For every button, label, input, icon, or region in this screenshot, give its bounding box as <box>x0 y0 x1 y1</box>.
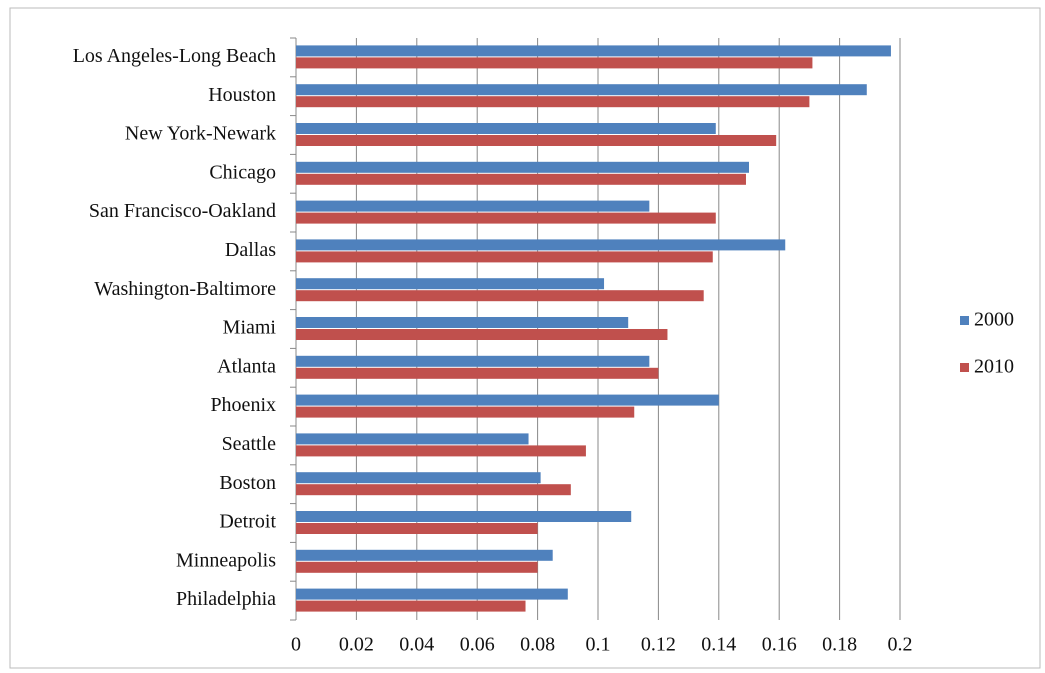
legend-swatch <box>960 363 969 372</box>
bar <box>296 406 635 418</box>
bar <box>296 394 719 406</box>
y-tick-label: Boston <box>219 472 276 494</box>
y-tick-label: Chicago <box>209 161 276 183</box>
bar <box>296 290 704 302</box>
x-tick-label: 0.12 <box>641 634 676 656</box>
y-tick-label: Houston <box>208 84 276 106</box>
bar <box>296 173 746 185</box>
bar <box>296 278 605 290</box>
y-tick-label: Detroit <box>219 511 276 533</box>
bar <box>296 239 786 251</box>
y-tick-label: Miami <box>223 317 277 339</box>
legend-label: 2010 <box>974 356 1014 378</box>
bar <box>296 84 867 96</box>
x-tick-label: 0.08 <box>520 634 555 656</box>
bar <box>296 200 650 212</box>
bar <box>296 161 749 173</box>
x-tick-label: 0.04 <box>399 634 434 656</box>
bar <box>296 317 629 328</box>
y-tick-label: Dallas <box>225 239 276 261</box>
y-tick-label: Washington-Baltimore <box>94 278 276 300</box>
y-tick-label: Los Angeles-Long Beach <box>73 45 276 67</box>
bar <box>296 588 568 600</box>
y-tick-label: Phoenix <box>210 394 276 416</box>
x-tick-label: 0.02 <box>339 634 374 656</box>
y-tick-label: San Francisco-Oakland <box>89 200 276 222</box>
x-tick-label: 0 <box>291 634 301 656</box>
x-tick-label: 0.1 <box>586 634 611 656</box>
bar <box>296 329 668 340</box>
x-tick-label: 0.06 <box>460 634 495 656</box>
bar <box>296 549 553 561</box>
bar <box>296 511 632 522</box>
bar <box>296 484 571 496</box>
legend-label: 2000 <box>974 309 1014 331</box>
bar <box>296 251 713 263</box>
bar <box>296 57 813 69</box>
bar <box>296 96 810 108</box>
legend-swatch <box>960 316 969 325</box>
x-tick-label: 0.14 <box>701 634 736 656</box>
y-tick-label: Philadelphia <box>176 588 276 610</box>
y-tick-label: Atlanta <box>217 355 276 377</box>
bar <box>296 472 541 484</box>
y-tick-label: Minneapolis <box>176 549 276 571</box>
bar <box>296 367 659 379</box>
bar <box>296 135 777 146</box>
y-tick-label: Seattle <box>222 433 277 455</box>
x-tick-label: 0.16 <box>762 634 797 656</box>
y-tick-label: New York-Newark <box>125 123 276 145</box>
bar <box>296 45 891 57</box>
bar <box>296 212 716 224</box>
bar <box>296 561 538 573</box>
bar <box>296 123 716 134</box>
bar <box>296 355 650 367</box>
bar <box>296 600 526 612</box>
bar <box>296 433 529 445</box>
bar <box>296 523 538 534</box>
x-tick-label: 0.18 <box>822 634 857 656</box>
bar <box>296 445 586 457</box>
x-tick-label: 0.2 <box>888 634 913 656</box>
